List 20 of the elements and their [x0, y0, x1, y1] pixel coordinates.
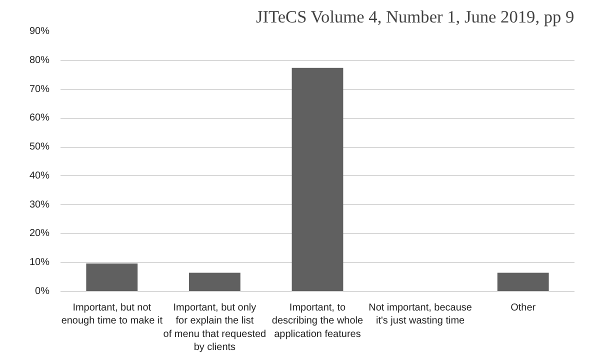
y-tick-label: 50%	[29, 142, 50, 153]
text: JITeCS Volume 4, Number 1, June 2019, pp 9	[256, 8, 574, 26]
x-tick-label: Important, to describing the whole application features	[272, 302, 364, 340]
bar	[86, 263, 138, 292]
x-tick-label: Other	[510, 302, 536, 314]
y-tick-label: 10%	[29, 257, 50, 268]
bar	[292, 68, 344, 292]
y-tick-label: 70%	[29, 84, 50, 95]
x-tick-label: Important, but only for explain the list of menu that requested by clients	[163, 302, 266, 354]
x-tick-label: Not important, because it's just wasting time	[368, 302, 472, 327]
y-tick-label: 80%	[29, 54, 50, 66]
x-tick-label: Important, but not enough time to make it	[61, 302, 163, 327]
y-tick-label: 0%	[35, 286, 50, 297]
y-tick-label: 20%	[29, 228, 50, 240]
bar	[497, 272, 549, 292]
y-tick-label: 30%	[29, 199, 50, 210]
y-tick-label: 90%	[29, 26, 50, 37]
y-tick-label: 40%	[29, 170, 50, 182]
bar	[189, 272, 240, 292]
y-tick-label: 60%	[29, 112, 50, 124]
